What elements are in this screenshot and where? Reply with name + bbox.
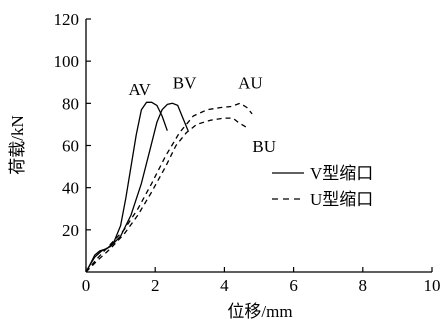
y-tick-label: 60 (62, 137, 79, 156)
series-layer (85, 101, 253, 273)
x-tick-label: 10 (424, 276, 441, 295)
x-axis-title: 位移/mm (227, 302, 292, 321)
y-axis-title: 荷载/kN (8, 115, 27, 175)
annotation-av: AV (128, 80, 151, 99)
series-av-line (85, 101, 168, 273)
annotation-bv: BV (173, 74, 197, 93)
y-tick-label: 100 (54, 52, 80, 71)
x-tick-label: 4 (220, 276, 229, 295)
series-au-line (85, 102, 253, 273)
legend-label-u: U型缩口 (310, 190, 373, 209)
x-tick-label: 2 (151, 276, 160, 295)
legend: V型缩口 U型缩口 (272, 164, 373, 209)
x-tick-label: 8 (359, 276, 368, 295)
annotation-au: AU (238, 74, 263, 93)
y-tick-label: 40 (62, 179, 79, 198)
series-bu-line (85, 117, 249, 273)
x-tick-label: 0 (82, 276, 91, 295)
annotation-layer: AV BV AU BU (128, 74, 276, 156)
y-tick-label: 20 (62, 221, 79, 240)
y-tick-label: 120 (54, 10, 80, 29)
series-bv-line (85, 102, 189, 273)
annotation-bu: BU (252, 137, 276, 156)
legend-label-v: V型缩口 (310, 164, 373, 183)
y-tick-label: 80 (62, 94, 79, 113)
x-tick-label: 6 (289, 276, 298, 295)
ticks: 0 2 4 6 8 10 20 40 60 80 100 120 (54, 10, 441, 295)
